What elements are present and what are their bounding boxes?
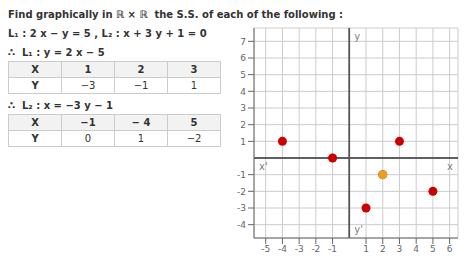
svg-text:6: 6 bbox=[240, 53, 246, 63]
svg-text:-2: -2 bbox=[237, 187, 246, 197]
svg-text:-5: -5 bbox=[261, 244, 270, 254]
svg-text:1: 1 bbox=[240, 137, 246, 147]
svg-text:-1: -1 bbox=[328, 244, 337, 254]
html-text:0: 0 bbox=[84, 133, 92, 144]
svg-text:-1: -1 bbox=[237, 170, 246, 180]
svg-text:4: 4 bbox=[240, 87, 246, 97]
html-text:X: X bbox=[31, 117, 39, 128]
html-text:Y: Y bbox=[31, 133, 39, 144]
svg-text:-4: -4 bbox=[237, 220, 246, 230]
html-text:1: 1 bbox=[137, 133, 145, 144]
svg-text:2: 2 bbox=[380, 244, 386, 254]
html-text:X: X bbox=[31, 64, 39, 75]
html-text:L₁ : 2 x − y = 5, L₂ : x + 3 y: L₁ : 2 x − y = 5, L₂ : x + 3 y + 1 = 0 bbox=[8, 28, 207, 39]
html-text:−1: −1 bbox=[80, 117, 96, 128]
svg-text:y': y' bbox=[354, 224, 363, 235]
html-text:2: 2 bbox=[137, 64, 145, 75]
svg-text:4: 4 bbox=[413, 244, 419, 254]
html-text:Find graphically in ℝ × ℝ the: Find graphically in ℝ × ℝ the S.S. of ea… bbox=[8, 9, 344, 20]
svg-text:-2: -2 bbox=[311, 244, 320, 254]
svg-text:x: x bbox=[447, 161, 453, 172]
html-text:1: 1 bbox=[84, 64, 92, 75]
svg-text:5: 5 bbox=[430, 244, 436, 254]
svg-text:5: 5 bbox=[240, 70, 246, 80]
html-text:5: 5 bbox=[190, 117, 198, 128]
html-text:∴ L₁ : y = 2 x − 5: ∴ L₁ : y = 2 x − 5 bbox=[8, 47, 105, 58]
svg-text:-4: -4 bbox=[278, 244, 287, 254]
svg-text:6: 6 bbox=[447, 244, 453, 254]
svg-text:x': x' bbox=[259, 161, 268, 172]
html-text:Y: Y bbox=[31, 80, 39, 91]
html-text:3: 3 bbox=[190, 64, 198, 75]
svg-text:3: 3 bbox=[397, 244, 403, 254]
html-text:−2: −2 bbox=[186, 133, 202, 144]
svg-text:y: y bbox=[354, 31, 360, 42]
html-text:−3: −3 bbox=[80, 80, 96, 91]
svg-text:7: 7 bbox=[240, 37, 246, 47]
svg-text:1: 1 bbox=[363, 244, 369, 254]
svg-text:2: 2 bbox=[240, 120, 246, 130]
svg-text:-3: -3 bbox=[237, 203, 246, 213]
svg-text:-3: -3 bbox=[295, 244, 304, 254]
svg-text:3: 3 bbox=[240, 103, 246, 113]
html-text:−1: −1 bbox=[133, 80, 149, 91]
html-text:∴ L₂ : x = −3 y − 1: ∴ L₂ : x = −3 y − 1 bbox=[8, 100, 114, 111]
html-text:1: 1 bbox=[190, 80, 198, 91]
html-text:− 4: − 4 bbox=[131, 117, 151, 128]
